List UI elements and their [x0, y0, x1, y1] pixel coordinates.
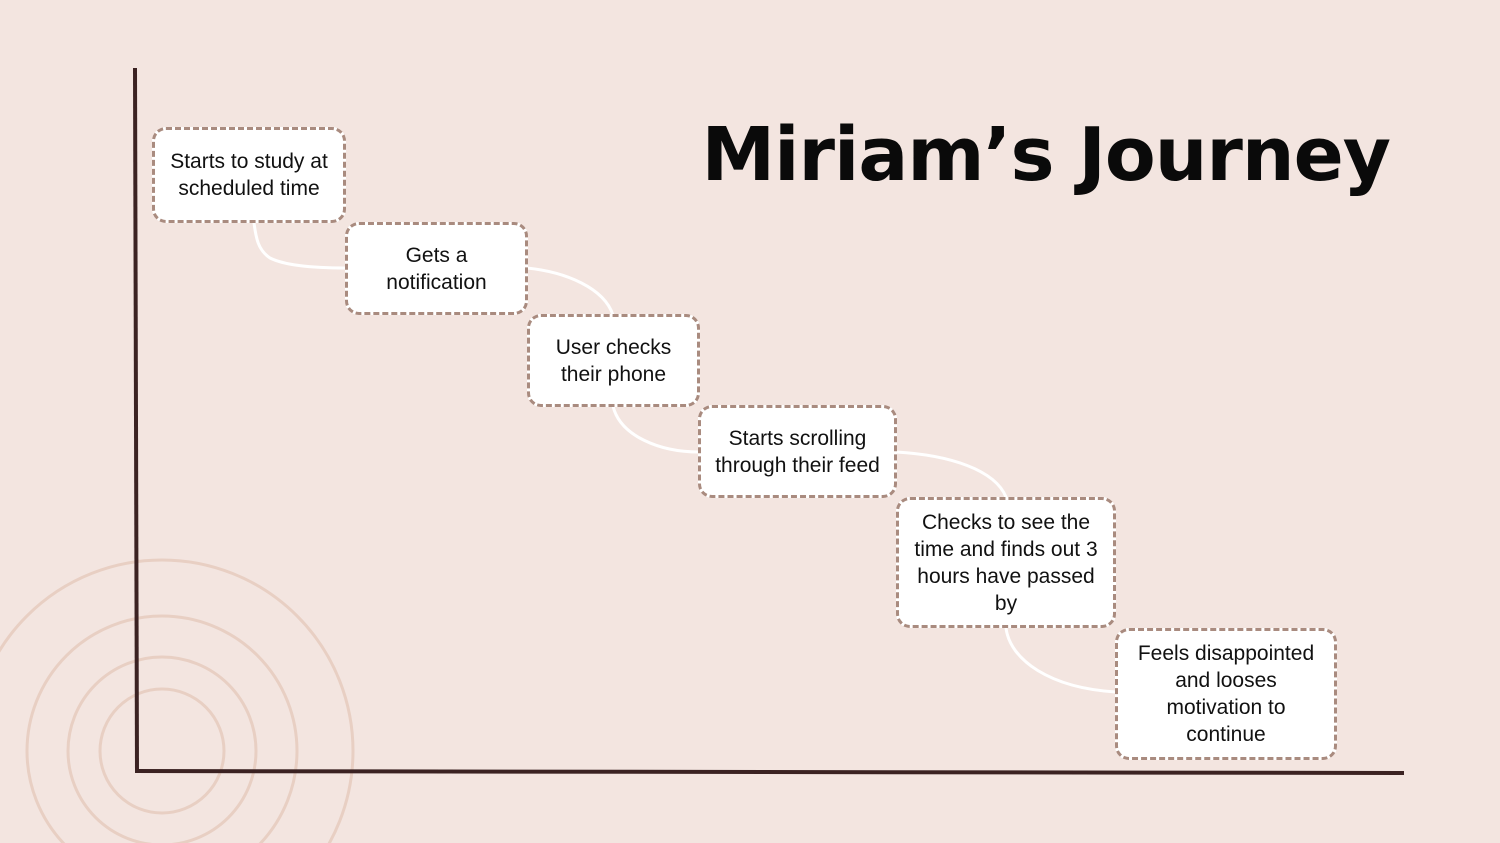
decorative-rings [0, 558, 355, 843]
connector-1-2 [252, 221, 348, 270]
page-title: Miriam’s Journey [701, 112, 1391, 198]
axes [133, 67, 1405, 775]
ring-large [25, 614, 299, 843]
connector-3-4 [611, 404, 701, 454]
ring-small [98, 687, 226, 815]
connector-2-3 [525, 266, 615, 317]
journey-step-5: Checks to see the time and finds out 3 h… [896, 497, 1116, 628]
journey-step-3: User checks their phone [527, 314, 700, 407]
journey-step-2: Gets a notification [345, 222, 528, 315]
connector-4-5 [894, 450, 1008, 499]
ring-outer [0, 558, 355, 843]
connector-5-6 [1004, 626, 1118, 694]
journey-step-4: Starts scrolling through their feed [698, 405, 897, 498]
y-axis [133, 67, 139, 774]
journey-step-6: Feels disappointed and looses motivation… [1115, 628, 1337, 760]
connectors [252, 221, 1118, 694]
journey-step-1: Starts to study at scheduled time [152, 127, 346, 223]
ring-medium [66, 655, 258, 843]
x-axis [134, 769, 1405, 775]
